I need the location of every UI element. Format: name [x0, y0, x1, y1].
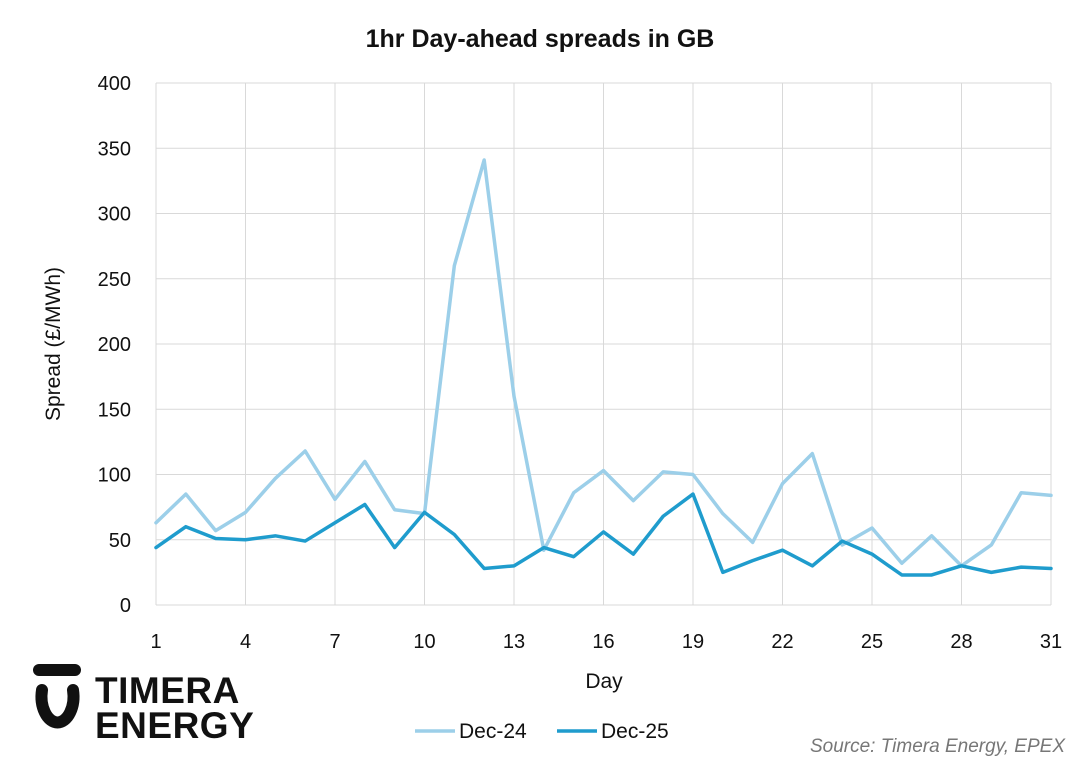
- chart-title: 1hr Day-ahead spreads in GB: [366, 25, 715, 53]
- y-tick-label: 350: [98, 138, 131, 160]
- x-tick-label: 1: [150, 631, 161, 653]
- y-tick-label: 0: [120, 595, 131, 617]
- logo-line-1: TIMERA: [95, 670, 240, 711]
- legend-label: Dec-25: [601, 720, 669, 743]
- x-tick-label: 16: [592, 631, 614, 653]
- x-tick-label: 7: [329, 631, 340, 653]
- x-tick-label: 25: [861, 631, 883, 653]
- y-tick-label: 150: [98, 399, 131, 421]
- x-axis-ticks: 1 4 7 10 13 16 19 22 25 28 31: [150, 631, 1062, 653]
- x-tick-label: 22: [771, 631, 793, 653]
- series-lines: [154, 158, 1053, 577]
- x-tick-label: 10: [413, 631, 435, 653]
- y-axis-ticks: 0 50 100 150 200 250 300 350 400: [98, 73, 131, 617]
- grid: [155, 82, 1052, 606]
- y-tick-label: 250: [98, 269, 131, 291]
- legend: Dec-24 Dec-25: [415, 720, 669, 743]
- y-tick-label: 100: [98, 465, 131, 487]
- y-tick-label: 400: [98, 73, 131, 95]
- y-tick-label: 50: [109, 530, 131, 552]
- timera-logo: TIMERA ENERGY: [33, 664, 254, 746]
- y-axis-label: Spread (£/MWh): [42, 267, 65, 421]
- series-line-dec-24: [154, 158, 1053, 568]
- x-tick-label: 4: [240, 631, 251, 653]
- source-note: Source: Timera Energy, EPEX: [810, 736, 1066, 757]
- x-tick-label: 31: [1040, 631, 1062, 653]
- logo-line-2: ENERGY: [95, 705, 254, 746]
- x-axis-label: Day: [585, 670, 623, 693]
- x-tick-label: 19: [682, 631, 704, 653]
- series-line-dec-25: [154, 492, 1053, 577]
- x-tick-label: 13: [503, 631, 525, 653]
- y-tick-label: 200: [98, 334, 131, 356]
- timera-logo-mark: [33, 664, 81, 729]
- legend-label: Dec-24: [459, 720, 527, 743]
- x-tick-label: 28: [950, 631, 972, 653]
- y-tick-label: 300: [98, 204, 131, 226]
